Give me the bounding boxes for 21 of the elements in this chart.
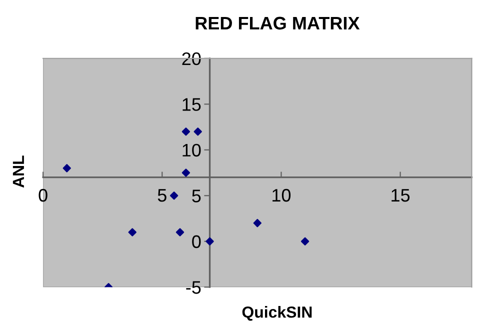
point — [176, 228, 184, 236]
point — [194, 127, 202, 136]
y-tick-label: 15 — [182, 98, 201, 111]
point — [128, 228, 136, 236]
y-tick-label: 10 — [182, 144, 201, 157]
point — [182, 127, 190, 136]
x-tick-label: 0 — [38, 188, 48, 202]
x-tick-label: 15 — [392, 189, 410, 202]
chart-title: RED FLAG MATRIX — [196, 16, 360, 30]
point — [62, 164, 71, 172]
point — [206, 237, 214, 246]
point — [170, 192, 178, 200]
y-tick-label: 0 — [192, 235, 201, 248]
y-axis-title: ANL — [12, 156, 24, 188]
x-tick-label: 10 — [272, 188, 291, 202]
x-tick-label: 5 — [158, 189, 166, 202]
x-axis-title: QuickSIN — [242, 306, 312, 321]
y-tick-label: -5 — [186, 281, 201, 294]
point — [253, 218, 262, 228]
point — [300, 237, 310, 246]
point — [182, 168, 190, 177]
